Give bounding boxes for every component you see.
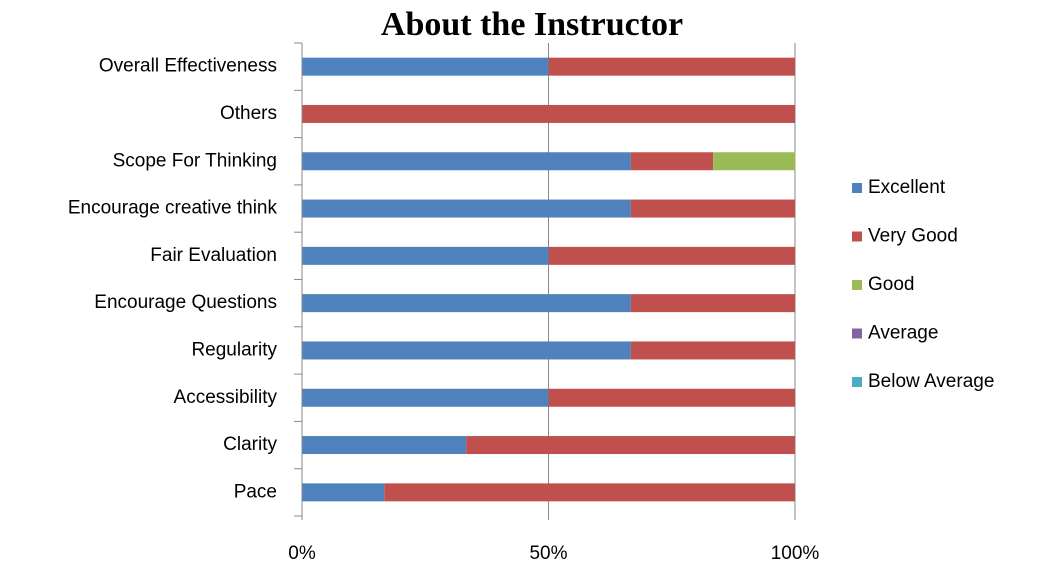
bar-segment (630, 341, 795, 360)
y-tick-label: Encourage Questions (94, 292, 277, 313)
bar-segment (302, 388, 549, 407)
x-tick-label: 100% (771, 543, 820, 564)
bar-segment (302, 57, 549, 76)
bar-segment (302, 199, 631, 218)
x-tick-label: 50% (529, 543, 567, 564)
bar-segment (548, 388, 795, 407)
bar-segment (713, 152, 796, 171)
bar-segment (302, 436, 467, 455)
bar-segment (548, 246, 795, 265)
bar-segment (630, 294, 795, 313)
bar-segment (384, 483, 795, 502)
legend-swatch (852, 328, 862, 339)
legend-swatch (852, 377, 862, 387)
y-tick-label: Fair Evaluation (150, 245, 277, 266)
y-tick-label: Clarity (223, 434, 277, 455)
bar-segment (630, 199, 795, 218)
y-tick-label: Others (220, 103, 277, 124)
legend-swatch (852, 280, 862, 290)
bar-segment (302, 483, 385, 502)
bar-segment (466, 436, 795, 455)
bar-segment (302, 152, 631, 171)
bar-segment (302, 246, 549, 265)
y-tick-label: Pace (234, 481, 277, 502)
bar-segment (302, 104, 795, 123)
legend-label: Below Average (868, 371, 994, 392)
legend-label: Average (868, 323, 938, 344)
bar-segment (302, 294, 631, 313)
bar-segment (630, 152, 714, 171)
chart-title: About the Instructor (381, 6, 683, 43)
y-tick-label: Encourage creative think (68, 198, 278, 219)
y-tick-label: Regularity (191, 339, 277, 360)
legend-swatch (852, 183, 862, 193)
legend-label: Very Good (868, 226, 958, 247)
legend-swatch (852, 231, 862, 242)
x-tick-label: 0% (288, 543, 316, 564)
y-tick-label: Scope For Thinking (113, 150, 277, 171)
y-tick-label: Overall Effectiveness (99, 56, 277, 77)
bar-segment (302, 341, 631, 360)
legend-label: Good (868, 274, 914, 295)
legend-label: Excellent (868, 177, 946, 198)
y-tick-label: Accessibility (174, 387, 278, 408)
bar-segment (548, 57, 795, 76)
